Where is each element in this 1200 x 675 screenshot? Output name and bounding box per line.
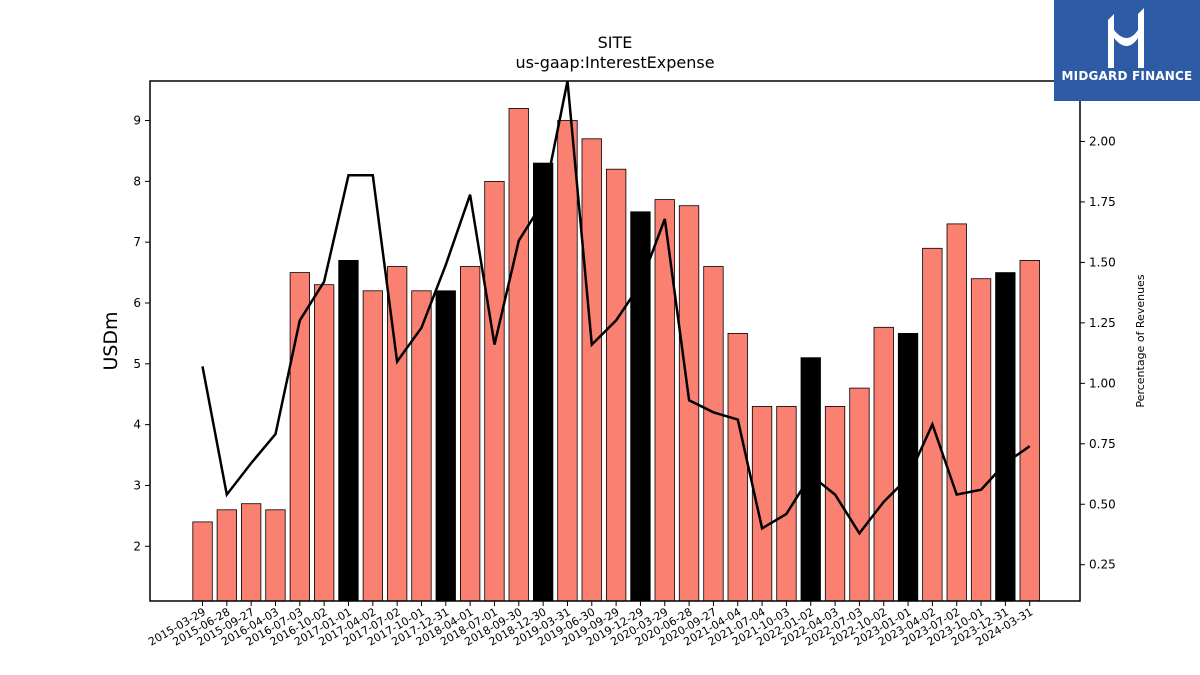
y2-tick-label: 0.50 xyxy=(1089,497,1116,511)
bar-2017-12-31 xyxy=(435,290,456,602)
bar-2019-06-30 xyxy=(581,138,602,602)
ratio-line xyxy=(201,80,1031,536)
logo-icon xyxy=(1108,8,1144,68)
bar-2018-12-30 xyxy=(533,162,554,602)
bar-2015-06-28 xyxy=(216,509,238,602)
bar-2024-03-31 xyxy=(1019,259,1040,602)
bar-2018-04-01 xyxy=(459,266,481,602)
bar-2023-07-02 xyxy=(946,223,967,602)
brand-name: MIDGARD FINANCE xyxy=(1061,69,1193,83)
bar-2021-07-04 xyxy=(751,405,773,602)
y2-tick-label: 1.00 xyxy=(1089,376,1116,390)
bar-series xyxy=(192,108,1040,602)
y2-axis-label: Percentage of Revenues xyxy=(1134,274,1147,407)
bar-2019-03-31 xyxy=(557,120,578,602)
y-tick-label: 8 xyxy=(133,174,141,188)
bar-2023-12-31 xyxy=(995,272,1016,602)
y-tick-label: 3 xyxy=(133,478,141,492)
y2-tick-label: 2.00 xyxy=(1089,134,1116,148)
y-tick-label: 5 xyxy=(133,357,141,371)
bar-2015-03-29 xyxy=(192,521,213,602)
bar-2018-09-30 xyxy=(508,108,529,602)
y2-tick-label: 1.25 xyxy=(1089,316,1116,330)
bar-2022-07-03 xyxy=(849,387,870,602)
bar-2017-04-02 xyxy=(362,290,384,602)
y-tick-label: 9 xyxy=(133,114,141,128)
bar-2023-10-01 xyxy=(970,278,992,602)
y2-tick-label: 1.50 xyxy=(1089,255,1116,269)
y2-tick-label: 0.75 xyxy=(1089,437,1116,451)
bar-2020-03-29 xyxy=(654,199,675,602)
plot-frame xyxy=(149,80,1081,602)
chart-subtitle: us-gaap:InterestExpense xyxy=(515,53,714,72)
bar-2019-12-29 xyxy=(630,211,651,602)
y2-tick-label: 0.25 xyxy=(1089,558,1116,572)
bar-2016-10-02 xyxy=(313,284,335,602)
y2-tick-label: 1.75 xyxy=(1089,195,1116,209)
chart-title: SITE xyxy=(598,33,633,52)
y-tick-label: 2 xyxy=(133,539,141,553)
bar-2017-01-01 xyxy=(338,259,359,602)
y-tick-label: 7 xyxy=(133,235,141,249)
bar-2020-09-27 xyxy=(703,266,724,602)
brand-logo: MIDGARD FINANCE xyxy=(1054,0,1200,101)
x-axis: 2015-03-292015-06-282015-09-272016-04-03… xyxy=(146,601,1035,649)
y-axis-left: 2 3 4 5 6 7 8 9 xyxy=(133,114,150,553)
bar-2018-07-01 xyxy=(484,180,505,602)
y-axis-label: USDm xyxy=(100,311,122,370)
bar-2021-04-04 xyxy=(727,332,748,602)
bar-2016-04-03 xyxy=(265,509,286,602)
bar-2023-01-01 xyxy=(897,332,919,602)
y-axis-right: 0.25 0.50 0.75 1.00 1.25 1.50 1.75 2.00 xyxy=(1080,134,1116,572)
y-tick-label: 6 xyxy=(133,296,141,310)
bar-2022-10-02 xyxy=(873,326,894,602)
y-tick-label: 4 xyxy=(133,418,141,432)
bar-2019-09-29 xyxy=(606,168,627,602)
bar-2015-09-27 xyxy=(240,503,262,602)
